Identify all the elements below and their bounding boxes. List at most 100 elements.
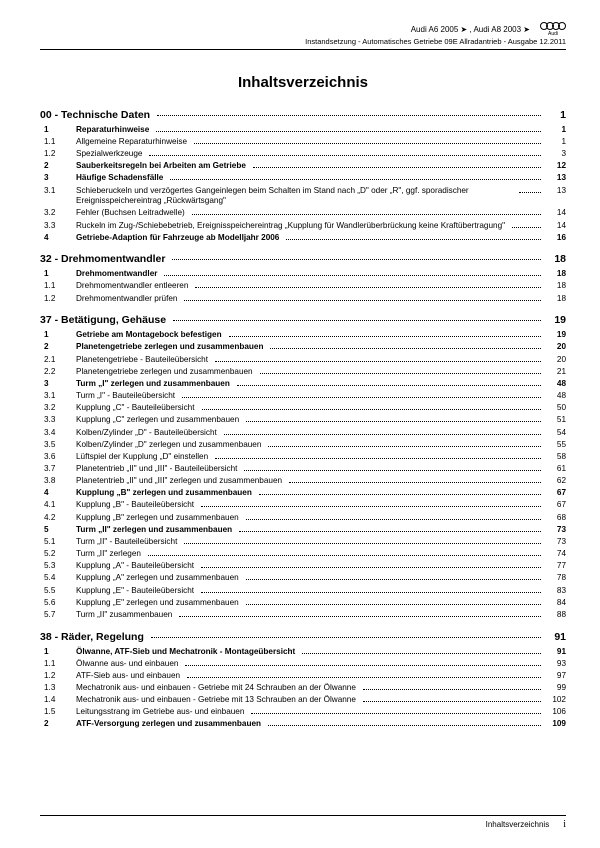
item-number: 3.4 <box>40 428 76 439</box>
item-number: 5.4 <box>40 573 76 584</box>
section-heading: 37 - Betätigung, Gehäuse19 <box>40 314 566 326</box>
item-page: 78 <box>544 573 566 584</box>
item-title: Planetengetriebe zerlegen und zusammenba… <box>76 342 267 353</box>
leader-dots <box>187 671 541 678</box>
section-page: 1 <box>544 109 566 121</box>
item-title: Allgemeine Reparaturhinweise <box>76 137 191 148</box>
leader-dots <box>156 125 541 132</box>
item-number: 5.7 <box>40 610 76 621</box>
item-title: Turm „II" - Bauteileübersicht <box>76 537 181 548</box>
item-number: 2 <box>40 342 76 353</box>
item-number: 2 <box>40 719 76 730</box>
item-page: 48 <box>544 379 566 390</box>
item-number: 1.5 <box>40 707 76 718</box>
leader-dots <box>246 598 541 605</box>
toc-row: 3.8Planetentrieb „II" und „III" zerlegen… <box>40 476 566 487</box>
leader-dots <box>195 281 541 288</box>
toc-row: 2.1Planetengetriebe - Bauteileübersicht2… <box>40 355 566 366</box>
item-title: Drehmomentwandler prüfen <box>76 294 181 305</box>
item-title: Planetengetriebe zerlegen und zusammenba… <box>76 367 257 378</box>
item-number: 3 <box>40 173 76 184</box>
leader-dots <box>215 452 541 459</box>
toc-row: 5Turm „II" zerlegen und zusammenbauen73 <box>40 525 566 536</box>
leader-dots <box>184 537 541 544</box>
item-page: 18 <box>544 281 566 292</box>
item-page: 14 <box>544 221 566 232</box>
item-number: 3.1 <box>40 391 76 402</box>
footer-page-number: i <box>563 819 566 830</box>
item-title: Getriebe-Adaption für Fahrzeuge ab Model… <box>76 233 283 244</box>
toc-row: 5.4Kupplung „A" zerlegen und zusammenbau… <box>40 573 566 584</box>
item-page: 77 <box>544 561 566 572</box>
item-number: 5.2 <box>40 549 76 560</box>
item-page: 12 <box>544 161 566 172</box>
item-number: 4 <box>40 233 76 244</box>
toc-row: 5.7Turm „II" zusammenbauen88 <box>40 610 566 621</box>
item-number: 3 <box>40 379 76 390</box>
toc-row: 3.6Lüftspiel der Kupplung „D" einstellen… <box>40 452 566 463</box>
item-title: Sauberkeitsregeln bei Arbeiten am Getrie… <box>76 161 250 172</box>
item-page: 21 <box>544 367 566 378</box>
toc-row: 1.4Mechatronik aus- und einbauen - Getri… <box>40 695 566 706</box>
leader-dots <box>270 342 541 349</box>
leader-dots <box>519 186 541 193</box>
toc-row: 3Häufige Schadensfälle13 <box>40 173 566 184</box>
toc-row: 5.5Kupplung „E" - Bauteileübersicht83 <box>40 586 566 597</box>
item-title: Planetentrieb „II" und „III" zerlegen un… <box>76 476 286 487</box>
item-page: 48 <box>544 391 566 402</box>
toc-row: 1.1Allgemeine Reparaturhinweise1 <box>40 137 566 148</box>
toc-row: 1Ölwanne, ATF-Sieb und Mechatronik - Mon… <box>40 647 566 658</box>
item-title: ATF-Versorgung zerlegen und zusammenbaue… <box>76 719 265 730</box>
leader-dots <box>185 659 541 666</box>
section-code: 38 - <box>40 631 61 643</box>
item-number: 1 <box>40 269 76 280</box>
leader-dots <box>201 561 541 568</box>
leader-dots <box>363 683 541 690</box>
item-number: 5.1 <box>40 537 76 548</box>
item-title: Ölwanne aus- und einbauen <box>76 659 182 670</box>
item-title: Turm „II" zerlegen <box>76 549 145 560</box>
item-title: Planetentrieb „II" und „III" - Bauteileü… <box>76 464 241 475</box>
item-number: 1 <box>40 647 76 658</box>
item-title: Turm „II" zusammenbauen <box>76 610 176 621</box>
toc-row: 1Drehmomentwandler18 <box>40 269 566 280</box>
leader-dots <box>259 488 541 495</box>
section-heading: 00 - Technische Daten1 <box>40 109 566 121</box>
item-page: 83 <box>544 586 566 597</box>
item-title: Ruckeln im Zug-/Schiebebetrieb, Ereignis… <box>76 221 509 232</box>
section-heading: 38 - Räder, Regelung91 <box>40 631 566 643</box>
leader-dots <box>149 149 541 156</box>
item-title: Turm „II" zerlegen und zusammenbauen <box>76 525 236 536</box>
item-page: 97 <box>544 671 566 682</box>
leader-dots <box>246 513 541 520</box>
toc-row: 1.3Mechatronik aus- und einbauen - Getri… <box>40 683 566 694</box>
section-title: Technische Daten <box>61 109 154 121</box>
item-title: Getriebe am Montagebock befestigen <box>76 330 226 341</box>
item-page: 18 <box>544 294 566 305</box>
toc-row: 1Reparaturhinweise1 <box>40 125 566 136</box>
section-heading: 32 - Drehmomentwandler18 <box>40 253 566 265</box>
toc-row: 4Kupplung „B" zerlegen und zusammenbauen… <box>40 488 566 499</box>
item-title: Mechatronik aus- und einbauen - Getriebe… <box>76 695 360 706</box>
toc-row: 1.2Drehmomentwandler prüfen18 <box>40 294 566 305</box>
leader-dots <box>268 440 541 447</box>
item-page: 93 <box>544 659 566 670</box>
item-title: Fehler (Buchsen Leitradwelle) <box>76 208 189 219</box>
leader-dots <box>260 367 541 374</box>
item-page: 55 <box>544 440 566 451</box>
toc-row: 1.2Spezialwerkzeuge3 <box>40 149 566 160</box>
leader-dots <box>192 208 541 215</box>
item-title: Kolben/Zylinder „D" zerlegen und zusamme… <box>76 440 265 451</box>
toc-row: 3.1Schieberuckeln und verzögertes Gangei… <box>40 186 566 207</box>
toc-row: 3.4Kolben/Zylinder „D" - Bauteileübersic… <box>40 428 566 439</box>
item-page: 91 <box>544 647 566 658</box>
item-title: Kupplung „C" - Bauteileübersicht <box>76 403 199 414</box>
leader-dots <box>289 476 541 483</box>
item-page: 20 <box>544 355 566 366</box>
page-title: Inhaltsverzeichnis <box>40 74 566 91</box>
table-of-contents: 00 - Technische Daten11Reparaturhinweise… <box>40 109 566 730</box>
item-title: ATF-Sieb aus- und einbauen <box>76 671 184 682</box>
toc-row: 3.1Turm „I" - Bauteileübersicht48 <box>40 391 566 402</box>
item-page: 67 <box>544 500 566 511</box>
leader-dots <box>170 173 541 180</box>
